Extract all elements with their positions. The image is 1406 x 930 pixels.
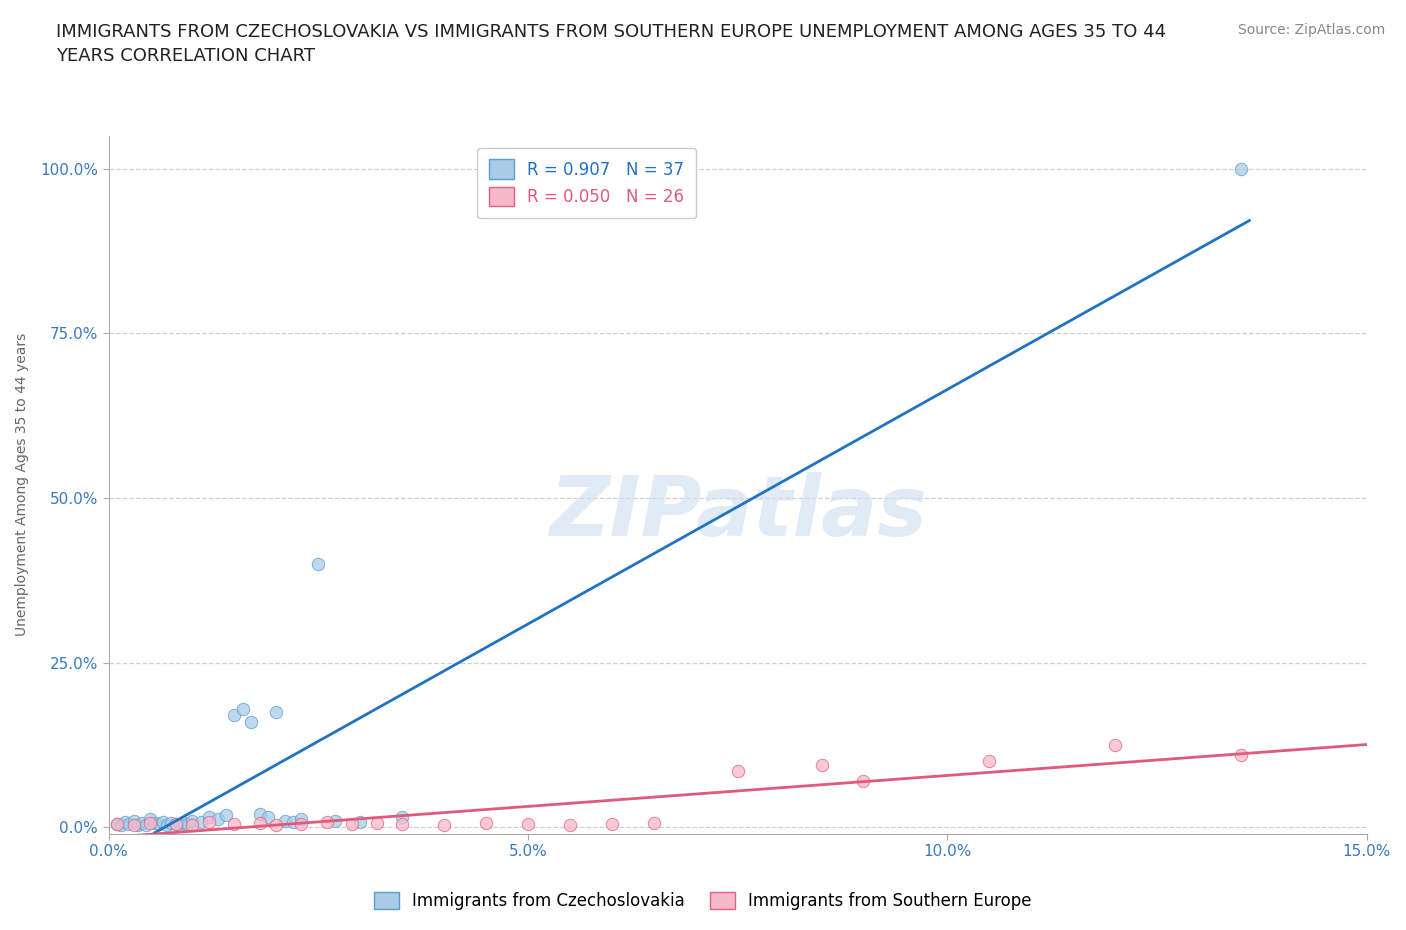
Point — [257, 810, 280, 825]
Point — [169, 817, 191, 832]
Point — [224, 708, 246, 723]
Point — [315, 815, 337, 830]
Point — [290, 817, 312, 831]
Text: ZIPatlas: ZIPatlas — [548, 472, 927, 553]
Point — [139, 816, 162, 830]
Point — [1230, 162, 1253, 177]
Text: IMMIGRANTS FROM CZECHOSLOVAKIA VS IMMIGRANTS FROM SOUTHERN EUROPE UNEMPLOYMENT A: IMMIGRANTS FROM CZECHOSLOVAKIA VS IMMIGR… — [56, 23, 1167, 65]
Point — [240, 714, 263, 729]
Point — [391, 817, 413, 831]
Point — [105, 817, 128, 831]
Point — [810, 757, 832, 772]
Point — [852, 774, 875, 789]
Point — [349, 815, 371, 830]
Point — [148, 817, 170, 831]
Point — [266, 817, 288, 832]
Point — [290, 812, 312, 827]
Point — [156, 817, 179, 832]
Point — [1104, 737, 1126, 752]
Point — [643, 816, 665, 830]
Point — [127, 817, 149, 832]
Point — [1230, 748, 1253, 763]
Point — [118, 817, 141, 831]
Point — [181, 817, 204, 832]
Point — [249, 806, 271, 821]
Point — [122, 817, 145, 832]
Point — [266, 705, 288, 720]
Point — [207, 812, 229, 827]
Point — [475, 816, 498, 830]
Point — [727, 764, 749, 778]
Point — [177, 817, 200, 831]
Point — [122, 813, 145, 828]
Point — [165, 817, 187, 831]
Point — [110, 817, 132, 832]
Point — [323, 813, 346, 828]
Point — [173, 816, 195, 830]
Legend: R = 0.907   N = 37, R = 0.050   N = 26: R = 0.907 N = 37, R = 0.050 N = 26 — [478, 148, 696, 218]
Legend: Immigrants from Czechoslovakia, Immigrants from Southern Europe: Immigrants from Czechoslovakia, Immigran… — [367, 885, 1039, 917]
Point — [190, 815, 212, 830]
Point — [135, 817, 157, 832]
Point — [600, 817, 623, 831]
Point — [114, 815, 136, 830]
Point — [198, 815, 221, 830]
Point — [273, 813, 295, 828]
Point — [232, 701, 254, 716]
Point — [215, 808, 238, 823]
Text: Source: ZipAtlas.com: Source: ZipAtlas.com — [1237, 23, 1385, 37]
Point — [340, 817, 363, 831]
Point — [181, 813, 204, 828]
Point — [979, 754, 1001, 769]
Point — [517, 817, 540, 831]
Point — [281, 815, 304, 830]
Point — [152, 815, 174, 830]
Point — [307, 556, 329, 571]
Point — [139, 812, 162, 827]
Point — [160, 816, 183, 830]
Point — [558, 817, 581, 832]
Y-axis label: Unemployment Among Ages 35 to 44 years: Unemployment Among Ages 35 to 44 years — [15, 333, 30, 636]
Point — [198, 810, 221, 825]
Point — [366, 816, 388, 830]
Point — [391, 810, 413, 825]
Point — [143, 816, 166, 830]
Point — [224, 817, 246, 831]
Point — [433, 817, 456, 832]
Point — [105, 817, 128, 831]
Point — [165, 817, 187, 831]
Point — [131, 816, 153, 830]
Point — [249, 816, 271, 830]
